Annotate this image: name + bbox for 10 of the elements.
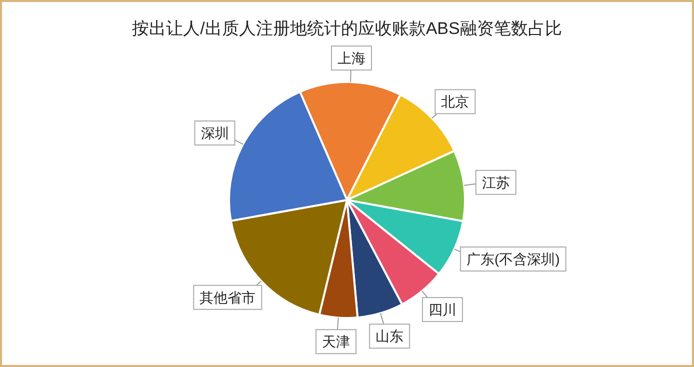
slice-label: 北京 — [441, 94, 470, 110]
slice-label: 山东 — [376, 328, 404, 344]
slice-label: 深圳 — [200, 124, 229, 141]
slice-label: 天津 — [322, 334, 350, 350]
chart-title: 按出让人/出质人注册地统计的应收账款ABS融资笔数占比 — [132, 19, 562, 38]
slice-label: 江苏 — [482, 174, 510, 190]
slice-label: 其他省市 — [200, 289, 256, 306]
slice-label: 上海 — [337, 50, 366, 66]
slice-label: 四川 — [428, 302, 456, 318]
slice-label: 广东(不含深圳) — [466, 251, 560, 268]
